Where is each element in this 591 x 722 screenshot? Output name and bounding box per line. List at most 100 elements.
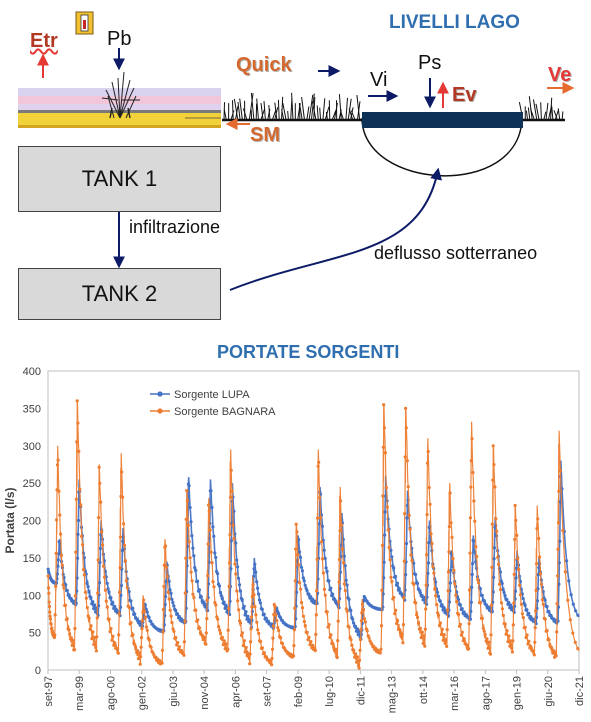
data-point (299, 587, 303, 591)
data-point (235, 558, 239, 562)
data-point (511, 639, 515, 643)
data-point (489, 633, 493, 637)
data-point (407, 513, 411, 517)
y-axis-label: Portata (l/s) (3, 487, 17, 553)
data-point (64, 603, 68, 607)
data-point (109, 596, 113, 600)
data-point (480, 616, 484, 621)
grass-blade (319, 107, 322, 121)
data-point (253, 562, 257, 566)
data-point (162, 563, 166, 567)
data-point (471, 470, 475, 475)
data-point (503, 622, 507, 626)
data-point (232, 537, 236, 541)
data-point (226, 628, 230, 632)
data-point (519, 602, 524, 606)
data-point (436, 613, 441, 617)
data-point (557, 489, 561, 493)
data-point (325, 569, 329, 573)
data-point (426, 449, 430, 454)
data-point (568, 618, 572, 622)
data-point (273, 605, 277, 609)
data-point (98, 546, 102, 551)
data-point (533, 640, 537, 644)
data-point (138, 662, 142, 666)
data-point (510, 646, 514, 650)
data-point (412, 561, 416, 565)
data-point (256, 628, 260, 632)
data-point (240, 598, 244, 602)
grass-blade (306, 106, 310, 121)
data-point (316, 516, 320, 520)
data-point (541, 602, 545, 606)
data-point (408, 527, 412, 531)
data-point (303, 583, 307, 587)
grass-blade (561, 111, 564, 121)
data-point (133, 643, 137, 647)
data-point (139, 645, 143, 649)
data-point (177, 645, 182, 649)
data-point (202, 635, 206, 639)
data-point (59, 532, 63, 536)
data-point (574, 609, 578, 613)
data-point (149, 645, 153, 649)
data-point (384, 486, 388, 490)
data-point (160, 648, 165, 652)
ps-label: Ps (418, 52, 442, 74)
data-point (294, 522, 298, 526)
data-point (320, 540, 324, 544)
x-tick-label: giu-03 (168, 676, 180, 707)
data-point (73, 594, 77, 598)
data-point (301, 576, 305, 580)
data-point (102, 575, 107, 579)
data-point (418, 591, 422, 595)
grass-blade (338, 94, 342, 121)
x-tick-label: feb-09 (293, 676, 305, 707)
data-point (441, 638, 445, 642)
data-point (208, 528, 212, 532)
hydrology-diagram: LIVELLI LAGO Etr Pb Quick SM Vi Ps Ev Ve… (0, 0, 591, 330)
data-point (190, 534, 194, 538)
data-point (557, 582, 561, 586)
data-point (85, 581, 89, 586)
quick-label: Quick (236, 54, 292, 76)
data-point (258, 601, 262, 605)
data-point (80, 534, 84, 538)
data-point (455, 600, 459, 604)
data-point (119, 583, 123, 588)
data-point (64, 583, 68, 587)
data-point (277, 628, 281, 633)
grass-blade (287, 110, 289, 121)
grass-blade (311, 100, 317, 121)
data-point (293, 579, 297, 583)
grass-blade (328, 100, 331, 121)
data-point (107, 590, 111, 594)
data-point (506, 640, 510, 644)
data-point (476, 577, 480, 582)
data-point (309, 595, 313, 599)
data-point (223, 606, 227, 610)
data-point (250, 605, 254, 609)
data-point (98, 560, 102, 565)
data-point (311, 643, 315, 647)
data-point (513, 589, 518, 593)
data-point (242, 639, 246, 643)
grass-blade (232, 100, 234, 121)
data-point (503, 593, 507, 598)
data-point (414, 601, 418, 605)
data-point (342, 582, 346, 586)
data-point (340, 523, 344, 527)
data-point (106, 587, 110, 591)
data-point (512, 572, 516, 576)
data-point (345, 583, 349, 587)
data-point (198, 626, 202, 630)
data-point (322, 548, 326, 552)
data-point (279, 636, 283, 640)
lake (361, 112, 523, 177)
groundwater-arrow (229, 167, 442, 291)
grass-blade (291, 92, 294, 121)
data-point (404, 406, 408, 410)
data-point (404, 573, 408, 577)
data-point (72, 648, 77, 652)
data-point (353, 624, 358, 629)
